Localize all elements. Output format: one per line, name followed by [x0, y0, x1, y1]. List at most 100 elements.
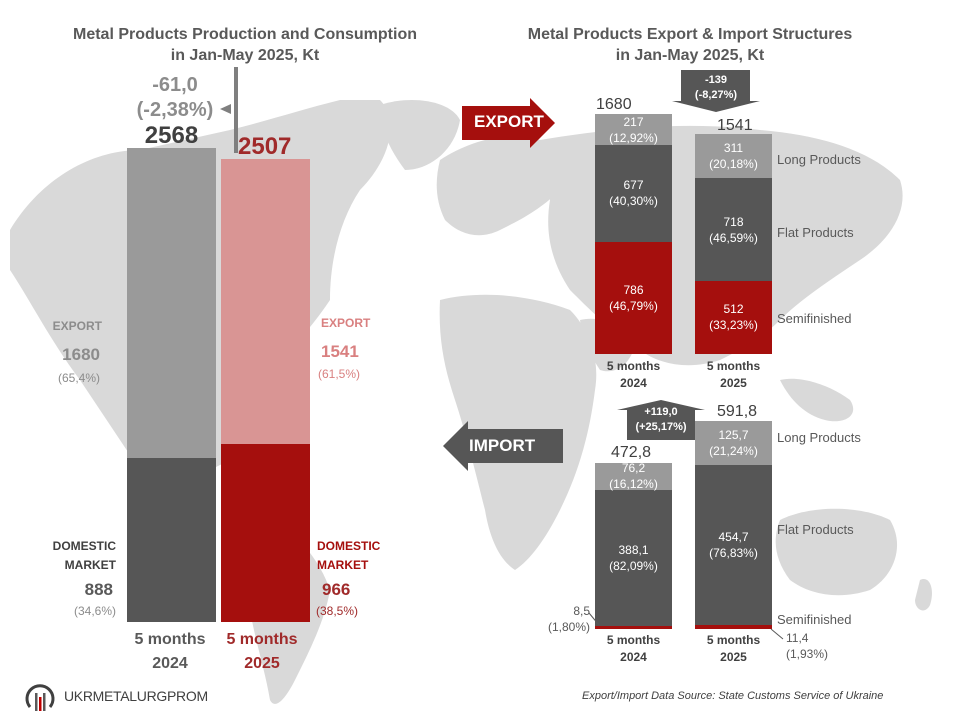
domestic-value-2025: 966 [322, 580, 351, 599]
export-period-2024: 5 months 2024 [595, 358, 672, 392]
export-bar-semi-2024: 786 (46,79%) [595, 241, 672, 354]
domestic-label-2024-line1: DOMESTIC [52, 539, 116, 553]
domestic-label-2024: DOMESTIC MARKET [30, 537, 116, 575]
export-label-2024: EXPORT [52, 319, 102, 333]
export-semi-pct: (46,79%) [609, 298, 658, 313]
import-period-2024: 5 months 2024 [595, 632, 672, 666]
import-long-label: 125,7 (21,24%) [695, 427, 772, 459]
export-change-callout [672, 70, 760, 112]
export-period-2025-line2: 2025 [720, 376, 747, 390]
import-legend-semi: Semifinished [777, 612, 852, 627]
domestic-pct-2025: (38,5%) [316, 604, 359, 618]
export-value-2024: 1680 [62, 345, 100, 364]
export-bar-long-2025: 311 (20,18%) [695, 133, 772, 179]
import-semi-2024-label: 8,5 (1,80%) [540, 603, 590, 635]
import-legend-flat: Flat Products [777, 522, 854, 537]
ukrmetalurgprom-logo-icon [25, 684, 55, 711]
export-label-2025: EXPORT [321, 316, 371, 330]
export-long-label: 217 (12,92%) [595, 114, 672, 146]
export-period-2025-line1: 5 months [706, 359, 761, 373]
import-period-2024-line2: 2024 [620, 650, 647, 664]
export-flat-value: 677 [623, 178, 644, 193]
export-value-2025: 1541 [321, 342, 359, 361]
import-semi-2025-value: 11,4 [786, 631, 809, 645]
left-period-2025-line2: 2025 [244, 655, 280, 672]
import-semi-2025-leader [770, 628, 784, 640]
bar-domestic-2025 [221, 443, 310, 622]
data-source-note: Export/Import Data Source: State Customs… [582, 690, 884, 702]
import-period-2025-line1: 5 months [706, 633, 761, 647]
export-total-2025: 1541 [717, 117, 753, 134]
domestic-pct-2024: (34,6%) [73, 604, 116, 618]
export-long-pct: (20,18%) [709, 157, 758, 172]
import-flat-pct: (76,83%) [709, 546, 758, 561]
total-2025: 2507 [238, 133, 292, 160]
import-change-pct: (+25,17%) [635, 421, 687, 433]
domestic-label-2025: DOMESTIC MARKET [317, 537, 380, 575]
export-pct-2024: (65,4%) [57, 371, 100, 385]
import-long-value: 125,7 [718, 428, 749, 443]
export-flat-label: 718 (46,59%) [695, 214, 772, 246]
export-flat-pct: (40,30%) [609, 194, 658, 209]
import-long-pct: (21,24%) [709, 444, 758, 459]
export-semi-value: 512 [723, 302, 744, 317]
export-long-value: 217 [623, 114, 644, 129]
export-bar-long-2024: 217 (12,92%) [595, 114, 672, 145]
export-semi-label: 786 (46,79%) [595, 282, 672, 314]
import-period-2024-line1: 5 months [606, 633, 661, 647]
import-flat-value: 454,7 [718, 530, 749, 545]
left-chart-title: Metal Products Production and Consumptio… [40, 24, 450, 66]
export-period-2025: 5 months 2025 [695, 358, 772, 392]
export-semi-label: 512 (33,23%) [695, 301, 772, 333]
production-change-value: -61,0 [152, 74, 198, 96]
export-period-2024-line2: 2024 [620, 376, 647, 390]
export-semi-pct: (33,23%) [709, 318, 758, 333]
export-bar-semi-2025: 512 (33,23%) [695, 280, 772, 354]
left-period-2024-line2: 2024 [152, 655, 188, 672]
import-change-text: +119,0 (+25,17%) [624, 405, 698, 435]
export-long-pct: (12,92%) [609, 130, 658, 145]
left-period-2025: 5 months 2025 [212, 628, 312, 676]
export-flat-pct: (46,59%) [709, 230, 758, 245]
export-total-2024: 1680 [596, 96, 632, 113]
import-bar-flat-2024: 388,1 (82,09%) [595, 489, 672, 626]
left-period-2024-line1: 5 months [134, 631, 206, 648]
bar-export-2025 [221, 159, 310, 444]
change-pointer-icon [220, 104, 231, 114]
export-pct-2025: (61,5%) [318, 367, 361, 381]
import-arrow-icon [443, 421, 563, 471]
import-semi-2024-leader [588, 612, 600, 626]
domestic-value-2024: 888 [84, 580, 113, 599]
export-legend-semi: Semifinished [777, 311, 852, 326]
import-long-label: 76,2 (16,12%) [595, 460, 672, 492]
import-semi-2024-value: 8,5 [573, 604, 590, 618]
bar-export-2024 [127, 148, 216, 459]
left-period-2024: 5 months 2024 [120, 628, 220, 676]
export-flat-value: 718 [723, 214, 744, 229]
import-total-2024: 472,8 [611, 444, 652, 461]
domestic-label-2025-line1: DOMESTIC [317, 539, 381, 553]
export-legend-long: Long Products [777, 152, 861, 167]
import-arrow-label: IMPORT [469, 436, 536, 455]
import-change-callout [617, 400, 705, 440]
logo-text: UKRMETALURGPROM [64, 688, 208, 704]
import-change-value: +119,0 [644, 406, 678, 418]
export-change-value: -139 [704, 74, 728, 86]
import-bar-long-2024: 76,2 (16,12%) [595, 460, 672, 492]
import-total-2025: 591,8 [717, 403, 758, 420]
import-bar-long-2025: 125,7 (21,24%) [695, 421, 772, 466]
export-period-2024-line1: 5 months [606, 359, 661, 373]
import-long-pct: (16,12%) [609, 477, 658, 492]
bar-domestic-2024 [127, 458, 216, 622]
import-semi-2025-pct: (1,93%) [786, 647, 829, 661]
import-flat-label: 454,7 (76,83%) [695, 529, 772, 561]
import-flat-label: 388,1 (82,09%) [595, 542, 672, 574]
export-flat-label: 677 (40,30%) [595, 177, 672, 209]
left-period-2025-line1: 5 months [226, 631, 298, 648]
import-semi-2025-label: 11,4 (1,93%) [786, 630, 828, 662]
export-change-text: -139 (-8,27%) [680, 73, 752, 103]
import-bar-semi-2024 [595, 626, 672, 629]
export-change-pct: (-8,27%) [694, 89, 738, 101]
export-bar-flat-2025: 718 (46,59%) [695, 178, 772, 281]
right-chart-title: Metal Products Export & Import Structure… [490, 24, 890, 66]
